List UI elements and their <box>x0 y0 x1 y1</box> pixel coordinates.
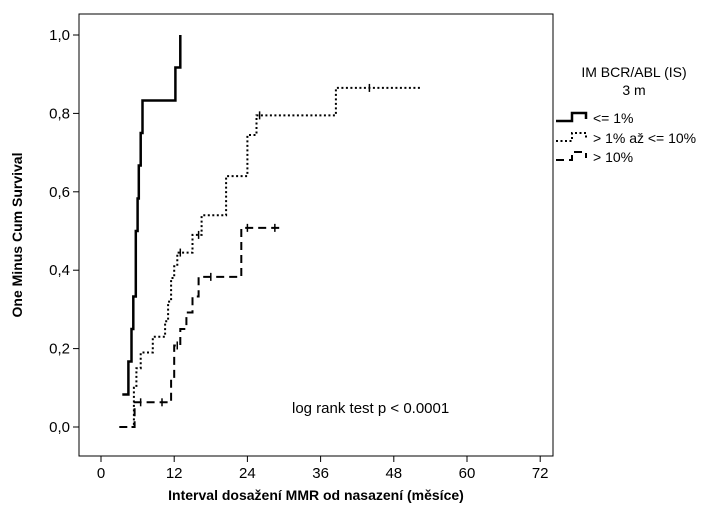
series-3 <box>119 223 281 428</box>
x-tick-label: 12 <box>166 465 183 482</box>
legend-swatch <box>556 111 588 123</box>
y-tick-label: 0,8 <box>49 105 70 122</box>
legend-title-line-1: IM BCR/ABL (IS) <box>581 64 686 80</box>
y-axis-title: One Minus Cum Survival <box>9 153 25 318</box>
x-axis-title: Interval dosažení MMR od nasazení (měsíc… <box>168 487 464 503</box>
series-layer <box>119 35 422 428</box>
x-tick-label: 60 <box>459 465 476 482</box>
x-tick-label: 36 <box>312 465 329 482</box>
legend-item-2: > 1% až <= 10% <box>556 130 696 146</box>
x-tick-label: 24 <box>239 465 256 482</box>
x-tick-label: 72 <box>532 465 549 482</box>
legend-item-3: > 10% <box>556 149 633 165</box>
legend-label: <= 1% <box>593 110 633 126</box>
legend-swatch <box>556 151 587 161</box>
series-1 <box>122 35 182 396</box>
series-line <box>131 86 422 428</box>
y-tick-label: 1,0 <box>49 27 70 44</box>
legend-title-line-2: 3 m <box>622 82 645 98</box>
y-tick-label: 0,6 <box>49 184 70 201</box>
series-2 <box>131 83 422 428</box>
x-tick-label: 0 <box>97 465 105 482</box>
log-rank-annotation: log rank test p < 0.0001 <box>292 400 449 417</box>
x-tick-label: 48 <box>385 465 402 482</box>
y-tick-label: 0,2 <box>49 341 70 358</box>
legend-label: > 10% <box>593 149 633 165</box>
plot-frame <box>78 13 554 457</box>
legend-items: <= 1% > 1% až <= 10% > 10% <box>556 110 696 165</box>
y-tick-label: 0,4 <box>49 262 70 279</box>
series-line <box>122 35 182 396</box>
legend-label: > 1% až <= 10% <box>593 130 696 146</box>
legend-swatch <box>556 132 587 142</box>
legend: IM BCR/ABL (IS) 3 m <= 1% > 1% až <= 10% >… <box>556 64 696 165</box>
legend-item-1: <= 1% <box>556 110 633 126</box>
y-tick-label: 0,0 <box>49 419 70 436</box>
series-line <box>119 226 281 428</box>
axes: 0,0 0,2 0,4 0,6 0,8 1,0 0 12 24 36 48 60 72 <box>49 13 554 482</box>
